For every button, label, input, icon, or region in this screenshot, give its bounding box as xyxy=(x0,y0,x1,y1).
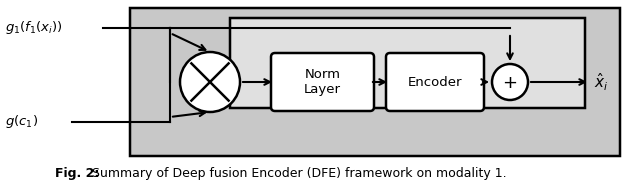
Text: Summary of Deep fusion Encoder (DFE) framework on modality 1.: Summary of Deep fusion Encoder (DFE) fra… xyxy=(88,167,507,180)
FancyBboxPatch shape xyxy=(130,8,620,156)
Text: $+$: $+$ xyxy=(502,74,518,91)
Text: Encoder: Encoder xyxy=(408,75,462,88)
Text: $\hat{x}_i$: $\hat{x}_i$ xyxy=(594,71,609,93)
Circle shape xyxy=(492,64,528,100)
Text: Fig. 2:: Fig. 2: xyxy=(55,167,99,180)
Text: $g_1(f_1(x_i))$: $g_1(f_1(x_i))$ xyxy=(5,19,63,36)
FancyBboxPatch shape xyxy=(386,53,484,111)
Text: Norm
Layer: Norm Layer xyxy=(304,67,341,97)
FancyBboxPatch shape xyxy=(271,53,374,111)
Text: $g(c_1)$: $g(c_1)$ xyxy=(5,114,38,130)
Circle shape xyxy=(180,52,240,112)
FancyBboxPatch shape xyxy=(230,18,585,108)
